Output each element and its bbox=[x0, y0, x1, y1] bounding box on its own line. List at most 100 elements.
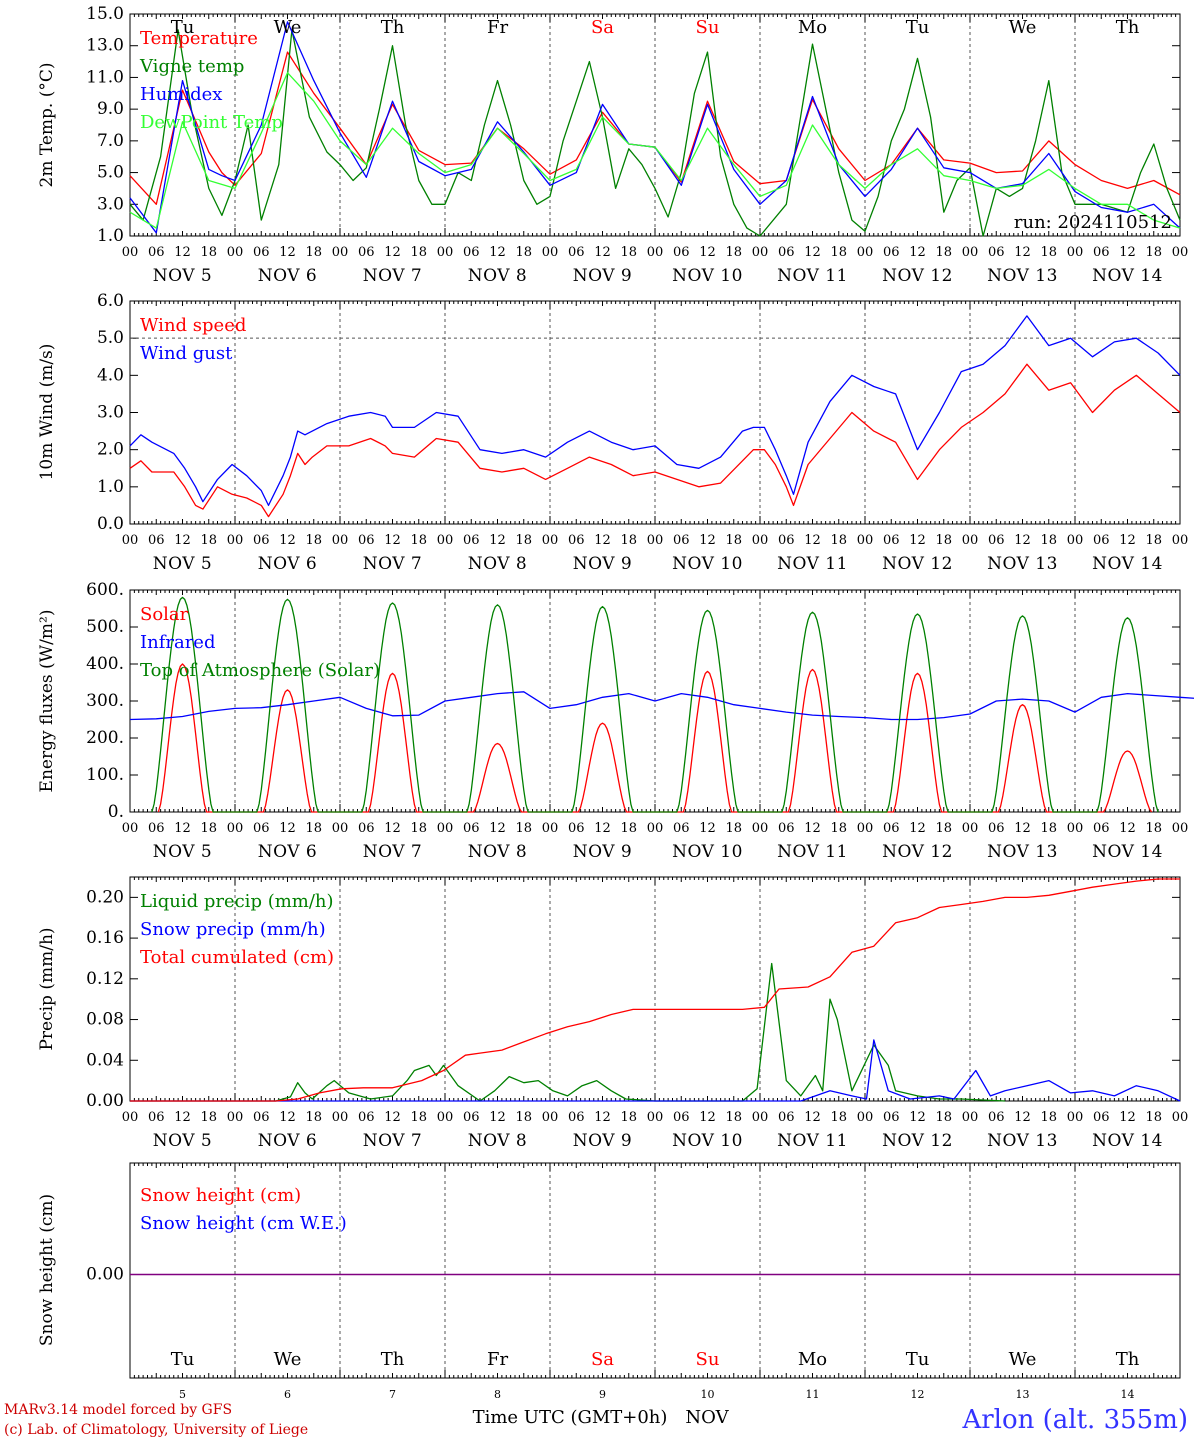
weekday-label: We bbox=[274, 17, 302, 38]
hour-tick-label: 18 bbox=[410, 1110, 427, 1125]
hour-tick-label: 06 bbox=[253, 821, 270, 836]
date-label: NOV 5 bbox=[153, 1131, 213, 1151]
hour-tick-label: 12 bbox=[1119, 1110, 1136, 1125]
y-tick-label: 9.0 bbox=[97, 99, 124, 119]
date-label: NOV 5 bbox=[153, 842, 213, 862]
date-label: NOV 6 bbox=[258, 554, 318, 574]
legend-entry: Humidex bbox=[140, 84, 222, 105]
hour-tick-label: 18 bbox=[620, 533, 637, 548]
legend-entry: Total cumulated (cm) bbox=[140, 947, 334, 968]
series-line bbox=[129, 315, 1181, 507]
date-label: NOV 13 bbox=[987, 554, 1058, 574]
hour-tick-label: 00 bbox=[1067, 245, 1084, 260]
day-number-label: 6 bbox=[284, 1388, 291, 1401]
weekday-label: Su bbox=[696, 1349, 720, 1370]
y-tick-label: 0.12 bbox=[86, 969, 124, 989]
date-label: NOV 10 bbox=[672, 842, 743, 862]
hour-tick-label: 06 bbox=[463, 533, 480, 548]
hour-tick-label: 18 bbox=[935, 533, 952, 548]
hour-tick-label: 00 bbox=[542, 821, 559, 836]
hour-tick-label: 00 bbox=[962, 1110, 979, 1125]
hour-tick-label: 18 bbox=[305, 533, 322, 548]
hour-tick-label: 00 bbox=[962, 245, 979, 260]
hour-tick-label: 18 bbox=[410, 533, 427, 548]
hour-tick-label: 18 bbox=[200, 821, 217, 836]
date-label: NOV 10 bbox=[672, 554, 743, 574]
panel-5: Snow height (cm) 0.00 Snow height (cm) Snow… bbox=[37, 1162, 1181, 1401]
hour-tick-label: 00 bbox=[752, 1110, 769, 1125]
hour-tick-label: 18 bbox=[620, 821, 637, 836]
hour-tick-label: 06 bbox=[673, 245, 690, 260]
hour-tick-label: 18 bbox=[410, 821, 427, 836]
hour-tick-label: 06 bbox=[883, 821, 900, 836]
plot-frame bbox=[129, 300, 1181, 525]
y-tick-label: 1.0 bbox=[97, 477, 124, 497]
hour-tick-label: 00 bbox=[332, 821, 349, 836]
date-label: NOV 11 bbox=[777, 1131, 848, 1151]
y-tick-label: 0.00 bbox=[86, 1091, 124, 1111]
date-label: NOV 9 bbox=[573, 1131, 633, 1151]
weekday-label: We bbox=[274, 1349, 302, 1370]
hour-tick-label: 12 bbox=[594, 245, 611, 260]
weekday-label: Sa bbox=[591, 1349, 614, 1370]
hour-tick-label: 00 bbox=[1067, 533, 1084, 548]
hour-tick-label: 06 bbox=[883, 245, 900, 260]
weekday-label: We bbox=[1009, 17, 1037, 38]
date-label: NOV 12 bbox=[882, 842, 953, 862]
weekday-label: We bbox=[1009, 1349, 1037, 1370]
hour-tick-label: 06 bbox=[673, 1110, 690, 1125]
hour-tick-label: 18 bbox=[305, 245, 322, 260]
hour-tick-label: 18 bbox=[830, 245, 847, 260]
hour-tick-label: 12 bbox=[279, 533, 296, 548]
hour-tick-label: 06 bbox=[568, 821, 585, 836]
hour-tick-label: 12 bbox=[909, 821, 926, 836]
hour-tick-label: 06 bbox=[358, 245, 375, 260]
legend-entry: Snow precip (mm/h) bbox=[140, 919, 326, 940]
date-label: NOV 8 bbox=[468, 1131, 528, 1151]
hour-tick-label: 12 bbox=[804, 245, 821, 260]
hour-tick-label: 18 bbox=[1145, 245, 1162, 260]
hour-tick-label: 00 bbox=[752, 533, 769, 548]
date-label: NOV 12 bbox=[882, 1131, 953, 1151]
hour-tick-label: 18 bbox=[200, 245, 217, 260]
hour-tick-label: 06 bbox=[253, 533, 270, 548]
hour-tick-label: 06 bbox=[673, 533, 690, 548]
panel-4: Precip (mm/h) 0.00 0.04 0.08 0.12 0.16 0.20 Liq… bbox=[37, 876, 1188, 1151]
legend-entry: Snow height (cm) bbox=[140, 1185, 301, 1206]
date-label: NOV 12 bbox=[882, 554, 953, 574]
hour-tick-label: 00 bbox=[542, 1110, 559, 1125]
series-line bbox=[129, 363, 1181, 518]
meteogram-panels: 2m Temp. (°C) 1.0 3.0 5.0 7.0 9.0 11.0 13.0 15.0… bbox=[37, 4, 1194, 1401]
date-label: NOV 9 bbox=[573, 554, 633, 574]
hour-tick-label: 12 bbox=[279, 821, 296, 836]
hour-tick-label: 12 bbox=[384, 821, 401, 836]
date-label: NOV 7 bbox=[363, 842, 423, 862]
hour-tick-label: 12 bbox=[1014, 533, 1031, 548]
y-tick-label: 100. bbox=[86, 765, 124, 785]
hour-tick-label: 18 bbox=[935, 1110, 952, 1125]
hour-tick-label: 06 bbox=[1093, 1110, 1110, 1125]
y-tick-label: 300. bbox=[86, 691, 124, 711]
hour-tick-label: 06 bbox=[568, 533, 585, 548]
date-label: NOV 9 bbox=[573, 842, 633, 862]
hour-tick-label: 12 bbox=[909, 533, 926, 548]
hour-tick-label: 18 bbox=[1040, 245, 1057, 260]
y-tick-label: 5.0 bbox=[97, 163, 124, 183]
hour-tick-label: 00 bbox=[332, 1110, 349, 1125]
hour-tick-label: 12 bbox=[699, 533, 716, 548]
day-number-label: 14 bbox=[1121, 1388, 1135, 1401]
hour-tick-label: 12 bbox=[384, 1110, 401, 1125]
series-line bbox=[151, 596, 1159, 813]
x-axis-month: NOV bbox=[685, 1407, 729, 1428]
hour-tick-label: 00 bbox=[752, 821, 769, 836]
hour-tick-label: 18 bbox=[1040, 1110, 1057, 1125]
y-tick-label: 0.0 bbox=[97, 514, 124, 534]
hour-tick-label: 06 bbox=[673, 821, 690, 836]
hour-tick-label: 12 bbox=[279, 1110, 296, 1125]
hour-tick-label: 18 bbox=[305, 1110, 322, 1125]
hour-tick-label: 06 bbox=[253, 1110, 270, 1125]
hour-tick-label: 12 bbox=[174, 821, 191, 836]
y-tick-label: 500. bbox=[86, 617, 124, 637]
hour-tick-label: 06 bbox=[1093, 821, 1110, 836]
hour-tick-label: 00 bbox=[1172, 821, 1189, 836]
